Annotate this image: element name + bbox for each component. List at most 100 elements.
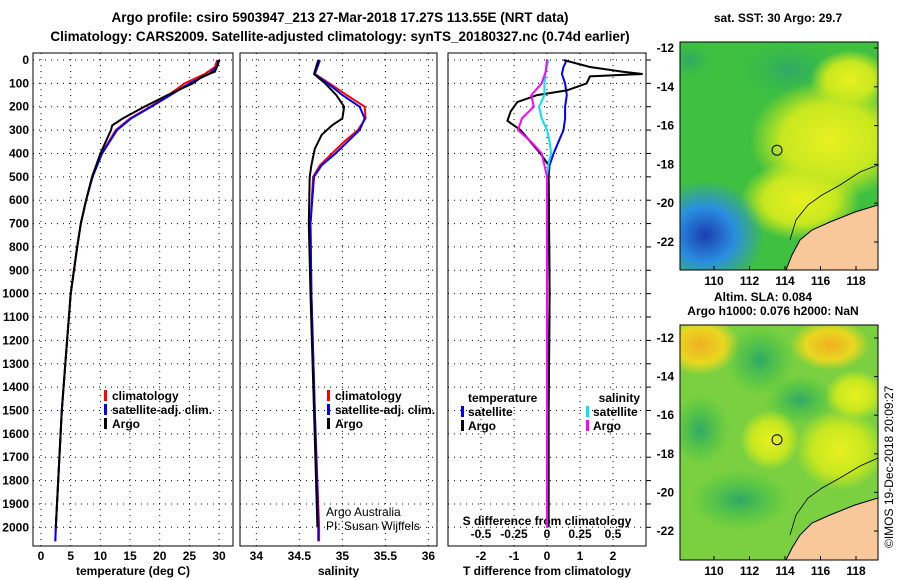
credit-argo-australia: Argo Australia	[326, 505, 401, 519]
plot-frame	[447, 52, 647, 547]
lat-tick-label: -16	[657, 119, 675, 133]
legend-swatch-climatology	[327, 390, 330, 401]
x-tick-label: 2	[610, 549, 617, 563]
salinity-legend: climatology satellite-adj. clim. Argo Ar…	[326, 389, 435, 533]
legend-label: satellite	[593, 405, 638, 419]
y-tick-label: 500	[9, 170, 29, 184]
sst-map-frame	[679, 41, 879, 271]
y-tick-label: 200	[9, 100, 29, 114]
credit-pi: PI: Susan Wijffels	[326, 519, 420, 533]
legend-label: Argo	[468, 419, 496, 433]
legend-title-salinity: salinity	[599, 391, 641, 405]
y-tick-label: 1300	[2, 357, 29, 371]
y-tick-label: 1700	[2, 450, 29, 464]
y-tick-label: 1500	[2, 403, 29, 417]
imos-credit: ©IMOS 19-Dec-2018 20:09:27	[882, 385, 896, 548]
legend-label: Argo	[335, 417, 363, 431]
lat-tick-label: -18	[657, 157, 675, 171]
lat-tick-label: -12	[657, 41, 675, 55]
y-tick-label: 300	[9, 123, 29, 137]
x2-tick-label: 0	[544, 527, 551, 541]
x-tick-label: 0	[544, 549, 551, 563]
y-tick-label: 800	[9, 240, 29, 254]
sla-map-subtitle: Argo h1000: 0.076 h2000: NaN	[687, 304, 858, 318]
series-line-satellite-adj-clim-	[54, 59, 221, 542]
sla-map	[680, 325, 878, 560]
argo-position-marker	[771, 144, 783, 156]
y-tick-label: 1600	[2, 427, 29, 441]
x-tick-label: 25	[183, 549, 197, 563]
legend-title-temperature: temperature	[468, 391, 538, 405]
x2-tick-label: 0.5	[605, 527, 622, 541]
lon-tick-label: 110	[704, 274, 724, 288]
y-tick-label: 900	[9, 263, 29, 277]
legend-swatch-s-argo	[586, 420, 589, 431]
x2-tick-label: -0.25	[500, 527, 528, 541]
difference-legend: temperature satellite Argo salinity sate…	[461, 391, 640, 433]
legend-swatch-satellite	[104, 404, 107, 415]
legend-swatch-argo	[104, 418, 107, 429]
x-axis-label: salinity	[318, 564, 360, 578]
lon-tick-label: 110	[704, 564, 724, 578]
x-tick-label: 1	[577, 549, 584, 563]
y-tick-label: 400	[9, 146, 29, 160]
x2-tick-label: 0.25	[568, 527, 592, 541]
x-tick-label: -2	[476, 549, 487, 563]
sst-map-title: sat. SST: 30 Argo: 29.7	[714, 11, 843, 25]
legend-swatch-s-satellite	[586, 406, 589, 417]
lon-tick-label: 112	[740, 564, 760, 578]
x-tick-label: 20	[153, 549, 167, 563]
legend-swatch-climatology	[104, 390, 107, 401]
series-line-climatology	[54, 59, 219, 542]
lon-tick-label: 116	[811, 274, 831, 288]
series-line-t-satellite	[547, 59, 568, 528]
lon-tick-label: 118	[846, 564, 866, 578]
isobath	[789, 164, 878, 241]
lat-tick-label: -14	[657, 370, 675, 384]
lon-tick-label: 114	[775, 274, 795, 288]
argo-position-marker	[771, 434, 783, 446]
x-tick-label: 34.5	[288, 549, 312, 563]
series-line-satellite-adj-clim-	[309, 59, 366, 542]
series-line-s-argo	[516, 59, 548, 528]
panel-temperature: 0 5 10 15 20 25 30 temperature (deg C) 0 100 200 30…	[2, 52, 234, 578]
lat-tick-label: -14	[657, 80, 675, 94]
title-line1: Argo profile: csiro 5903947_213 27-Mar-2…	[112, 10, 569, 25]
lat-tick-label: -18	[657, 447, 675, 461]
lat-tick-label: -16	[657, 408, 675, 422]
y-tick-label: 600	[9, 193, 29, 207]
y-tick-label: 1800	[2, 474, 29, 488]
legend-label: satellite-adj. clim.	[335, 403, 435, 417]
x-tick-label: 5	[67, 549, 74, 563]
x-tick-label: 0	[38, 549, 45, 563]
legend-label: climatology	[335, 389, 402, 403]
panel-salinity: 34 34.5 35 35.5 36 salinity	[239, 52, 438, 578]
x-tick-label: -1	[509, 549, 520, 563]
lat-tick-label: -12	[657, 331, 675, 345]
sla-map-title: Altim. SLA: 0.084	[714, 290, 812, 304]
sst-map	[680, 42, 878, 270]
lat-tick-label: -22	[657, 524, 675, 538]
legend-label: satellite	[468, 405, 513, 419]
y-tick-label: 2000	[2, 520, 29, 534]
legend-label: climatology	[112, 389, 179, 403]
lat-tick-label: -20	[657, 196, 675, 210]
x-tick-label: 10	[94, 549, 108, 563]
lat-tick-label: -22	[657, 235, 675, 249]
y-tick-label: 100	[9, 76, 29, 90]
lon-tick-label: 116	[811, 564, 831, 578]
x-tick-label: 35.5	[374, 549, 398, 563]
legend-swatch-t-argo	[461, 420, 464, 431]
legend-swatch-t-satellite	[461, 406, 464, 417]
series-line-t-argo	[506, 59, 643, 528]
y-tick-label: 700	[9, 217, 29, 231]
x-tick-label: 15	[123, 549, 137, 563]
plot-frame	[239, 52, 438, 547]
temperature-legend: climatology satellite-adj. clim. Argo	[104, 389, 212, 431]
coastline	[785, 204, 878, 270]
legend-label: satellite-adj. clim.	[112, 403, 212, 417]
land	[786, 205, 878, 270]
panel-difference: -2 -1 0 1 2-0.5 -0.25 0 0.25 0.5S difference fro…	[447, 52, 651, 578]
x-tick-label: 36	[422, 549, 436, 563]
legend-swatch-argo	[327, 418, 330, 429]
